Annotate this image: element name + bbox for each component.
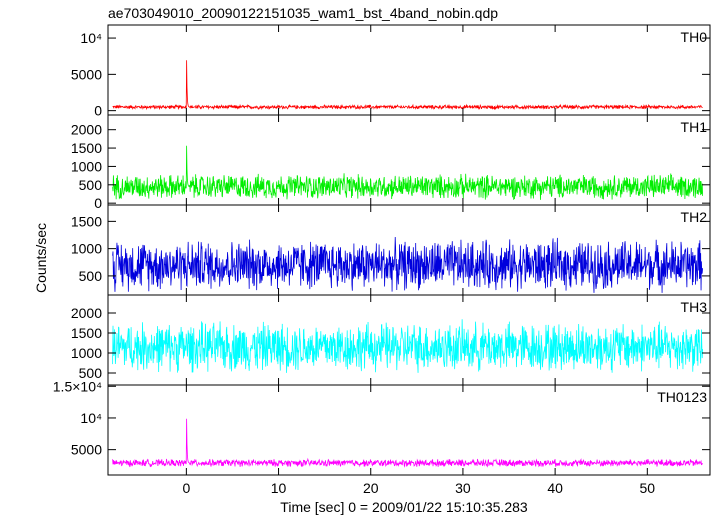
- series-line-th2: [112, 236, 704, 293]
- panel-th0123: 5000 10⁴ 1.5×10⁴ TH0123: [53, 378, 711, 476]
- y-tick-label: 500: [79, 365, 103, 381]
- y-axis-label: Counts/sec: [33, 223, 49, 293]
- y-tick-label: 2000: [71, 122, 102, 138]
- x-tick-label: 40: [547, 480, 563, 496]
- panel-frame: [107, 24, 711, 116]
- y-tick-label: 10⁴: [80, 410, 102, 426]
- chart-title: ae703049010_20090122151035_wam1_bst_4ban…: [108, 5, 498, 21]
- y-tick-label: 500: [79, 177, 103, 193]
- y-tick-label: 0: [94, 195, 102, 211]
- panel-label-th2: TH2: [681, 209, 708, 225]
- panel-th1: 0 500 1000 1500 2000 TH1: [71, 114, 711, 211]
- x-axis-label: Time [sec] 0 = 2009/01/22 15:10:35.283: [280, 499, 528, 515]
- y-tick-label: 1500: [71, 325, 102, 341]
- x-tick-label: 50: [640, 480, 656, 496]
- y-tick-label: 1500: [71, 140, 102, 156]
- y-tick-label: 1000: [71, 345, 102, 361]
- x-tick-label: 0: [182, 480, 190, 496]
- y-tick-label: 1000: [71, 158, 102, 174]
- series-line-th0123: [112, 418, 703, 468]
- y-tick-label: 10⁴: [80, 30, 102, 46]
- series-line-th1: [112, 145, 704, 200]
- y-tick-label: 5000: [71, 66, 102, 82]
- x-tick-label: 10: [271, 480, 287, 496]
- y-tick-label: 1500: [71, 213, 102, 229]
- panel-frame: [107, 384, 711, 476]
- panel-th2: 500 1000 1500 TH2: [71, 204, 711, 296]
- panel-th0: 0 5000 10⁴ TH0: [71, 24, 711, 119]
- y-tick-label: 2000: [71, 305, 102, 321]
- y-tick-label: 1.5×10⁴: [53, 378, 102, 394]
- panel-label-th0123: TH0123: [657, 389, 707, 405]
- y-tick-label: 5000: [71, 442, 102, 458]
- panel-label-th1: TH1: [681, 119, 708, 135]
- series-line-th3: [112, 319, 704, 373]
- series-line-th0: [112, 60, 703, 111]
- panel-th3: 500 1000 1500 2000 TH3: [71, 294, 711, 386]
- y-tick-label: 500: [79, 268, 103, 284]
- x-tick-label: 20: [363, 480, 379, 496]
- y-tick-label: 1000: [71, 241, 102, 257]
- panel-label-th3: TH3: [681, 299, 708, 315]
- y-tick-label: 0: [94, 103, 102, 119]
- x-tick-label: 30: [455, 480, 471, 496]
- panel-label-th0: TH0: [681, 29, 708, 45]
